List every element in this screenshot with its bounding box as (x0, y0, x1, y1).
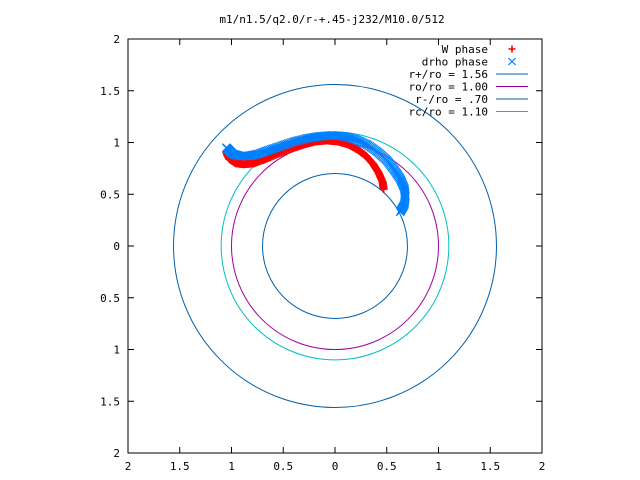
drho-phase-point (282, 139, 292, 149)
chart-title: m1/n1.5/q2.0/r-+.45-j232/M10.0/512 (219, 13, 444, 26)
drho-phase-point (284, 139, 293, 148)
legend-label: ro/ro = 1.00 (409, 81, 488, 94)
drho-phase-series (221, 130, 410, 217)
x-tick-label: 1.5 (170, 460, 190, 473)
y-tick-label: 1.5 (100, 85, 120, 98)
y-tick-label: 1 (113, 344, 120, 357)
drho-phase-point (221, 143, 231, 153)
drho-phase-point (290, 137, 300, 146)
radius-circle (173, 84, 497, 408)
w-phase-point (508, 45, 516, 53)
x-tick-label: 1 (228, 460, 235, 473)
y-tick-label: 0 (113, 240, 120, 253)
drho-phase-point (508, 57, 516, 66)
drho-phase-point (273, 142, 282, 152)
axis-ticks: 2 1.5 1 0.5 0 0.5 1 1.5 221.510.500.511.52 (100, 33, 545, 473)
x-tick-label: 0.5 (377, 460, 397, 473)
legend-label: W phase (442, 43, 488, 56)
x-tick-label: 2 (539, 460, 546, 473)
legend-label: r+/ro = 1.56 (409, 68, 488, 81)
drho-phase-point (279, 140, 289, 150)
drho-phase-point (280, 140, 290, 149)
y-tick-label: 1.5 (100, 395, 120, 408)
drho-phase-point (270, 143, 279, 153)
drho-phase-point (271, 143, 281, 153)
x-tick-label: 1 (435, 460, 442, 473)
y-tick-label: 1 (113, 137, 120, 150)
drho-phase-point (288, 137, 298, 147)
y-tick-label: 0.5 (100, 292, 120, 305)
drho-phase-point (287, 138, 296, 147)
x-tick-label: 2 (125, 460, 132, 473)
legend-label: r-/ro = .70 (415, 93, 488, 106)
legend-label: drho phase (422, 56, 488, 69)
drho-phase-point (276, 141, 286, 151)
y-tick-label: 2 (113, 33, 120, 46)
drho-phase-point (274, 142, 284, 152)
drho-phase-point (285, 138, 295, 148)
radius-circle (262, 173, 408, 319)
y-tick-label: 2 (113, 447, 120, 460)
drho-phase-point (277, 141, 287, 151)
x-tick-label: 0.5 (273, 460, 293, 473)
x-tick-label: 0 (332, 460, 339, 473)
y-tick-label: 0.5 (100, 188, 120, 201)
x-tick-label: 1.5 (480, 460, 500, 473)
legend-label: rc/ro = 1.10 (409, 106, 488, 119)
